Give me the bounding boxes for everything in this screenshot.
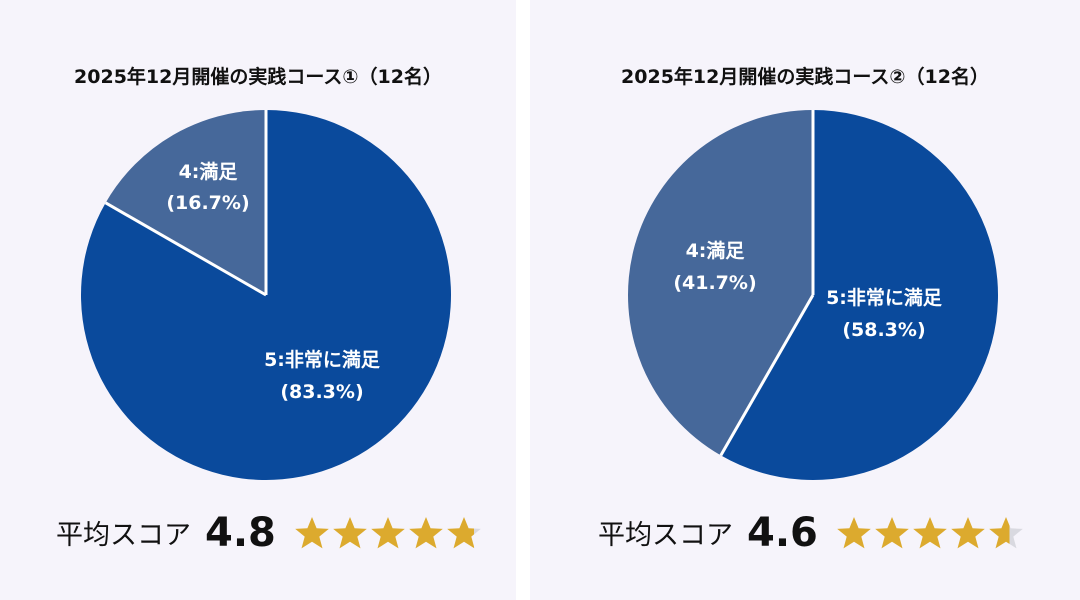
- star-rating-icon: [836, 516, 1024, 550]
- star-icon: [989, 516, 1023, 548]
- slice-divider: [719, 294, 815, 457]
- average-score: 平均スコア 4.6: [598, 505, 1024, 560]
- chart-title: 2025年12月開催の実践コース②（12名）: [621, 66, 989, 88]
- slice-label-satisfied: 4:満足: [179, 161, 239, 183]
- slice-satisfied: [105, 110, 266, 295]
- star-icon: [875, 516, 909, 548]
- slice-label-satisfied: 4:満足: [686, 240, 746, 262]
- star-icon: [447, 516, 481, 548]
- average-score-value: 4.6: [747, 509, 818, 556]
- average-score-label: 平均スコア: [56, 520, 191, 551]
- star-icon: [951, 516, 985, 548]
- star-rating-icon: [294, 516, 482, 550]
- average-score-value: 4.8: [205, 509, 276, 556]
- course-2-panel: 2025年12月開催の実践コース②（12名） 4:満足 (41.7%) 5:非常…: [530, 0, 1080, 600]
- star-icon: [295, 516, 329, 548]
- slice-label-very-satisfied: 5:非常に満足: [264, 348, 381, 371]
- slice-pct-satisfied: (16.7%): [166, 192, 249, 214]
- slice-divider: [104, 201, 267, 297]
- slice-label-very-satisfied: 5:非常に満足: [826, 286, 943, 309]
- star-icon: [333, 516, 367, 548]
- star-icon: [913, 516, 947, 548]
- average-score: 平均スコア 4.8: [56, 505, 482, 560]
- slice-pct-very-satisfied: (58.3%): [842, 319, 925, 341]
- pie-chart: 4:満足 (41.7%) 5:非常に満足 (58.3%): [628, 110, 998, 481]
- course-1-panel: 2025年12月開催の実践コース①（12名） 4:満足 (16.7%) 5:非常…: [0, 0, 516, 600]
- slice-pct-satisfied: (41.7%): [673, 272, 756, 294]
- slice-satisfied: [628, 110, 813, 456]
- average-score-label: 平均スコア: [598, 520, 733, 551]
- star-icon: [371, 516, 405, 548]
- slice-pct-very-satisfied: (83.3%): [280, 381, 363, 403]
- pie-chart: 4:満足 (16.7%) 5:非常に満足 (83.3%): [80, 110, 451, 481]
- slice-very-satisfied: [720, 110, 998, 481]
- chart-title: 2025年12月開催の実践コース①（12名）: [74, 66, 442, 88]
- star-icon: [409, 516, 443, 548]
- star-icon: [837, 516, 871, 548]
